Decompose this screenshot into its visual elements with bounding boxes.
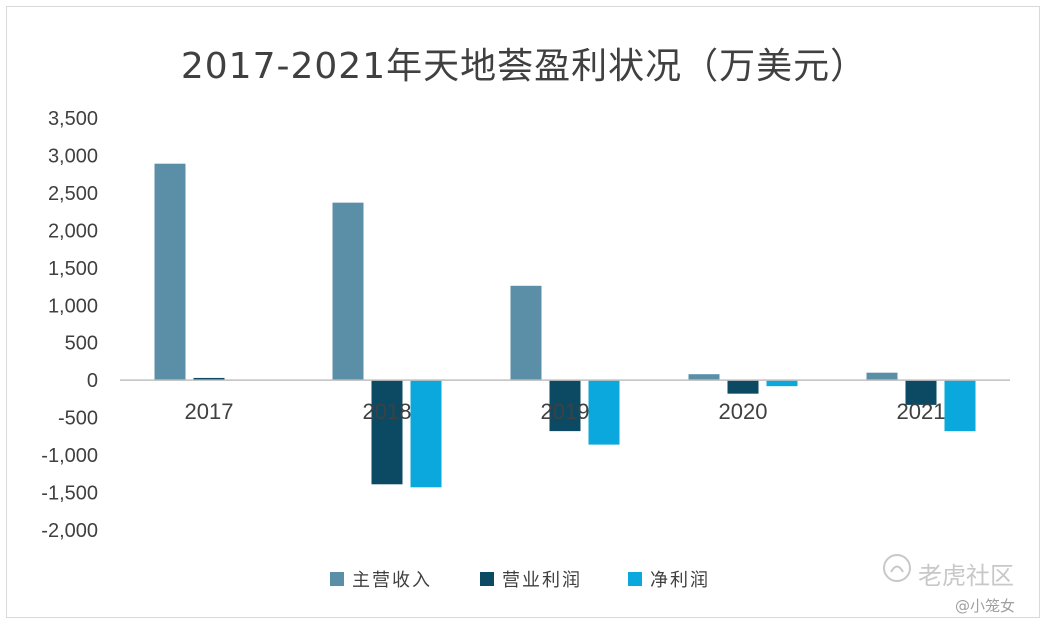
chart-title: 2017-2021年天地荟盈利状况（万美元）: [180, 46, 868, 87]
x-tick-label: 2019: [541, 399, 590, 424]
bar-2020-series-1: [727, 380, 759, 394]
legend-swatch: [480, 572, 494, 586]
bar-2021-series-2: [944, 380, 976, 432]
bar-2018-series-1: [371, 380, 403, 485]
legend-label: 营业利润: [502, 570, 582, 591]
y-tick-label: 2,500: [48, 183, 98, 205]
legend-swatch: [330, 572, 344, 586]
bar-2021-series-0: [866, 372, 898, 381]
tiger-paw-icon: [883, 554, 911, 582]
y-tick-label: 1,500: [48, 258, 98, 280]
y-tick-label: -500: [58, 408, 98, 430]
y-tick-label: 2,000: [48, 220, 98, 242]
bar-2019-series-0: [510, 285, 542, 381]
y-tick-label: 0: [87, 370, 98, 392]
watermark-author: @小笼女: [955, 597, 1016, 615]
bar-2017-series-1: [193, 377, 225, 381]
legend-label: 主营收入: [352, 570, 432, 591]
bar-2020-series-2: [766, 380, 798, 387]
x-tick-label: 2017: [185, 399, 234, 424]
bar-2019-series-1: [549, 380, 581, 432]
x-tick-label: 2018: [363, 399, 412, 424]
y-tick-label: -1,000: [41, 445, 98, 467]
y-tick-label: -1,500: [41, 483, 98, 505]
watermark-brand: 老虎社区: [918, 562, 1014, 590]
bar-2018-series-2: [410, 380, 442, 488]
x-tick-label: 2021: [897, 399, 946, 424]
bar-2018-series-0: [332, 202, 364, 381]
y-tick-label: 3,500: [48, 108, 98, 130]
y-tick-label: -2,000: [41, 520, 98, 542]
y-tick-label: 500: [65, 333, 98, 355]
bar-2021-series-1: [905, 380, 937, 405]
bar-2020-series-0: [688, 374, 720, 381]
y-tick-label: 3,000: [48, 145, 98, 167]
bar-2019-series-2: [588, 380, 620, 445]
legend-swatch: [628, 572, 642, 586]
x-tick-label: 2020: [719, 399, 768, 424]
legend-label: 净利润: [650, 570, 710, 591]
bar-2017-series-0: [154, 163, 186, 381]
y-tick-label: 1,000: [48, 295, 98, 317]
